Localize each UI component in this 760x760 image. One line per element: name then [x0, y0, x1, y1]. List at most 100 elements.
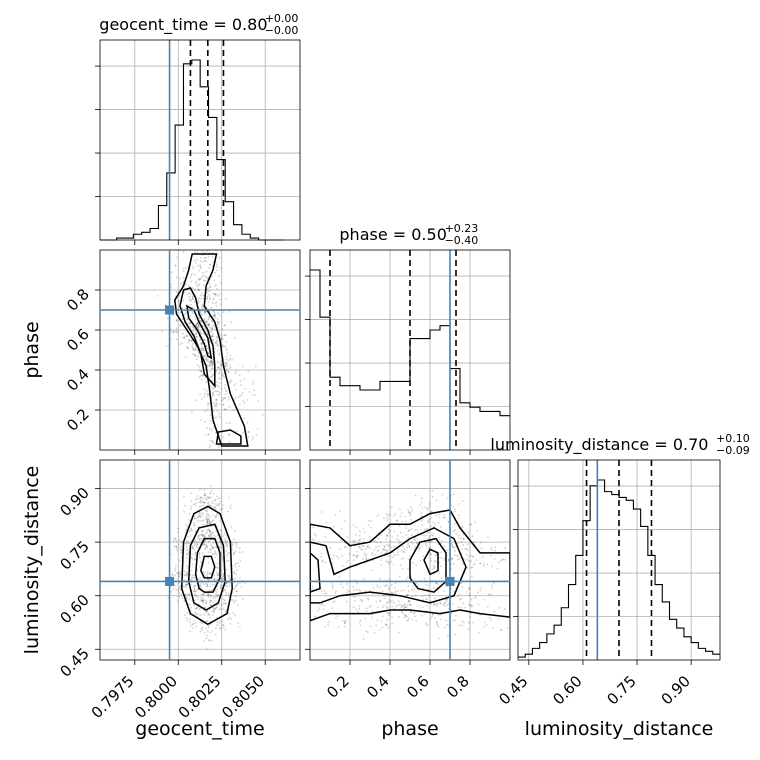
pair-phase-luminosity_distance-sample [401, 520, 404, 523]
pair-geocent_time-luminosity_distance-sample [196, 495, 199, 497]
pair-phase-luminosity_distance-sample [391, 605, 394, 608]
hist-luminosity_distance-frame [517, 459, 721, 661]
pair-phase-luminosity_distance-sample [467, 603, 470, 606]
pair-phase-luminosity_distance-panel [305, 459, 532, 665]
pair-phase-luminosity_distance-sample [412, 588, 415, 591]
pair-geocent_time-phase-sample [219, 303, 222, 305]
pair-geocent_time-phase-sample [189, 321, 192, 324]
pair-geocent_time-luminosity_distance-sample [214, 589, 217, 592]
pair-phase-luminosity_distance-sample [433, 566, 436, 568]
pair-geocent_time-luminosity_distance-sample [235, 569, 238, 572]
pair-geocent_time-phase-sample [195, 258, 198, 261]
pair-geocent_time-phase-sample [207, 255, 210, 258]
pair-geocent_time-phase-sample [226, 368, 228, 371]
pair-phase-luminosity_distance-sample [454, 522, 456, 525]
pair-phase-luminosity_distance-sample [421, 506, 424, 509]
pair-phase-luminosity_distance-sample [385, 624, 388, 627]
pair-geocent_time-phase-sample [218, 391, 221, 394]
pair-geocent_time-phase-sample [200, 347, 203, 350]
pair-geocent_time-phase-sample [211, 375, 213, 378]
pair-phase-luminosity_distance-sample [470, 560, 472, 563]
pair-phase-luminosity_distance-sample [438, 516, 441, 519]
pair-geocent_time-luminosity_distance-sample [207, 513, 210, 516]
pair-geocent_time-phase-sample [216, 360, 219, 363]
pair-geocent_time-luminosity_distance-sample [207, 594, 209, 597]
pair-geocent_time-luminosity_distance-sample [209, 530, 211, 533]
pair-phase-luminosity_distance-sample [379, 600, 382, 602]
pair-geocent_time-phase-sample [199, 266, 202, 269]
pair-geocent_time-luminosity_distance-sample [171, 573, 174, 576]
pair-geocent_time-phase-sample [225, 340, 228, 343]
pair-geocent_time-phase-sample [198, 269, 201, 272]
pair-phase-luminosity_distance-sample [447, 521, 450, 524]
pair-phase-luminosity_distance-sample [480, 587, 483, 590]
pair-geocent_time-phase-sample [186, 318, 189, 321]
pair-geocent_time-luminosity_distance-sample [230, 618, 232, 621]
pair-geocent_time-luminosity_distance-sample [237, 622, 240, 624]
pair-geocent_time-phase-sample [208, 323, 210, 326]
pair-geocent_time-luminosity_distance-sample [218, 502, 221, 505]
pair-geocent_time-luminosity_distance-sample [216, 624, 219, 627]
pair-geocent_time-luminosity_distance-sample [213, 578, 216, 581]
pair-geocent_time-phase-sample [213, 284, 216, 287]
pair-geocent_time-luminosity_distance-sample [234, 530, 236, 532]
pair-geocent_time-luminosity_distance-sample [208, 504, 211, 507]
pair-phase-luminosity_distance-sample [401, 611, 403, 614]
pair-geocent_time-luminosity_distance-sample [202, 519, 205, 522]
pair-phase-luminosity_distance-sample [434, 523, 437, 526]
pair-geocent_time-luminosity_distance-sample [200, 516, 202, 519]
pair-phase-luminosity_distance-sample [413, 548, 416, 551]
pair-phase-luminosity_distance-sample [377, 537, 380, 540]
pair-phase-luminosity_distance-sample [469, 616, 472, 618]
pair-phase-luminosity_distance-sample [473, 597, 476, 600]
pair-phase-luminosity_distance-sample [490, 547, 492, 549]
pair-phase-luminosity_distance-sample [387, 561, 390, 564]
pair-phase-luminosity_distance-sample [530, 566, 532, 568]
pair-geocent_time-luminosity_distance-sample [194, 599, 196, 602]
pair-geocent_time-phase-sample [206, 277, 209, 280]
pair-phase-luminosity_distance-sample [360, 600, 363, 603]
pair-geocent_time-phase-sample [255, 434, 258, 437]
pair-geocent_time-phase-sample [172, 314, 175, 317]
pair-geocent_time-phase-sample [185, 312, 188, 314]
pair-geocent_time-phase-sample [205, 356, 208, 359]
pair-phase-luminosity_distance-sample [421, 524, 424, 526]
pair-geocent_time-luminosity_distance-sample [185, 574, 188, 577]
pair-geocent_time-phase-sample [177, 299, 180, 302]
pair-phase-luminosity_distance-sample [486, 563, 489, 566]
pair-phase-luminosity_distance-sample [421, 606, 424, 609]
pair-geocent_time-luminosity_distance-sample [210, 599, 213, 602]
pair-geocent_time-luminosity_distance-sample [186, 583, 189, 586]
pair-geocent_time-luminosity_distance-sample [192, 619, 195, 622]
pair-geocent_time-phase-sample [242, 431, 244, 434]
pair-geocent_time-phase-sample [229, 363, 231, 366]
pair-phase-luminosity_distance-sample [389, 540, 392, 542]
pair-geocent_time-phase-sample [175, 276, 178, 279]
pair-geocent_time-luminosity_distance-sample [210, 496, 213, 499]
ytick-label-phase-3: 0.8 [63, 285, 93, 315]
pair-phase-luminosity_distance-sample [424, 583, 427, 586]
pair-geocent_time-luminosity_distance-sample [180, 540, 183, 542]
pair-geocent_time-luminosity_distance-sample [209, 522, 212, 524]
pair-phase-luminosity_distance-sample [464, 606, 467, 609]
pair-geocent_time-luminosity_distance-sample [225, 539, 227, 542]
pair-phase-luminosity_distance-sample [428, 504, 431, 506]
pair-phase-luminosity_distance-sample [396, 534, 399, 537]
pair-geocent_time-luminosity_distance-sample [191, 623, 194, 626]
pair-phase-luminosity_distance-sample [468, 560, 471, 562]
pair-phase-luminosity_distance-sample [461, 525, 464, 528]
pair-geocent_time-luminosity_distance-sample [196, 517, 199, 520]
pair-phase-luminosity_distance-sample [465, 553, 468, 556]
pair-phase-luminosity_distance-sample [332, 525, 335, 528]
pair-geocent_time-luminosity_distance-sample [233, 588, 235, 590]
ytick-label-phase-1: 0.4 [63, 365, 93, 395]
pair-geocent_time-luminosity_distance-sample [199, 583, 202, 586]
pair-geocent_time-luminosity_distance-sample [190, 576, 193, 579]
pair-geocent_time-phase-sample [205, 357, 208, 360]
pair-geocent_time-luminosity_distance-sample [206, 523, 209, 525]
pair-phase-luminosity_distance-sample [353, 542, 355, 545]
pair-geocent_time-luminosity_distance-sample [210, 548, 212, 551]
pair-geocent_time-luminosity_distance-sample [184, 542, 187, 545]
pair-geocent_time-phase-sample [189, 299, 192, 302]
pair-geocent_time-luminosity_distance-sample [194, 613, 196, 615]
